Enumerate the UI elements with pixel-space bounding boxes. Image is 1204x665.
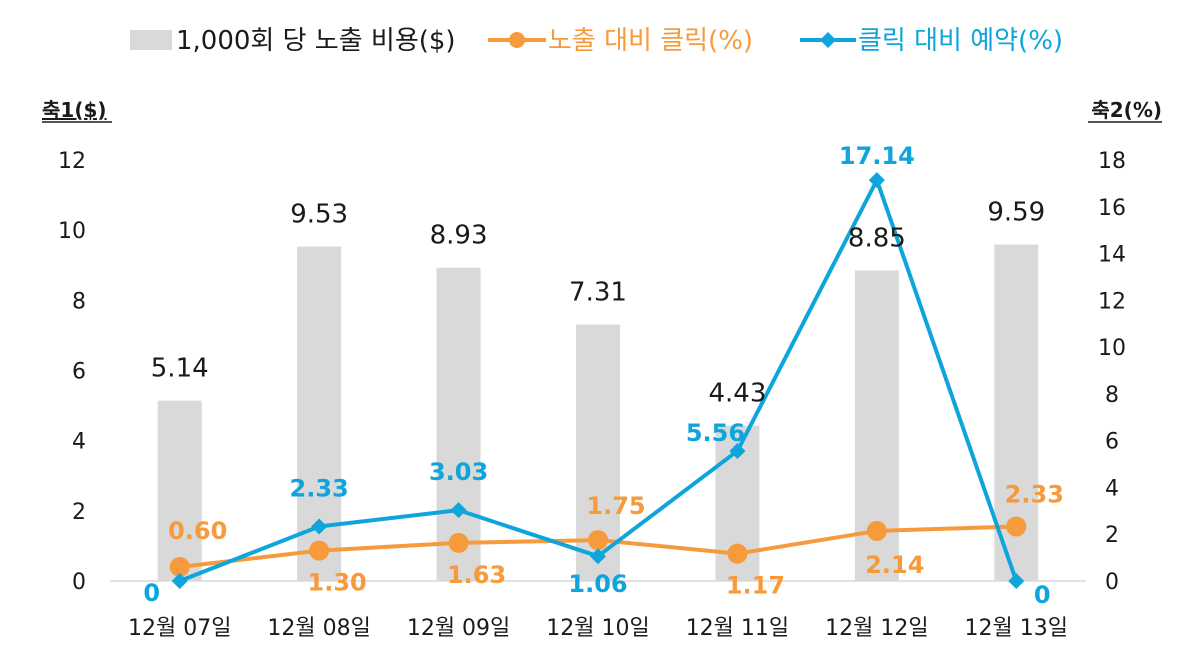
- ctr-point: [309, 540, 330, 561]
- ctr-value-label: 2.33: [1005, 481, 1064, 509]
- y2-tick-label: 6: [1105, 430, 1119, 455]
- ctr-point: [866, 520, 887, 541]
- ctr-point: [1006, 516, 1027, 537]
- ctr-value-label: 0.60: [168, 517, 227, 545]
- booking-value-label: 5.56: [686, 419, 745, 447]
- x-tick-label: 12월 12일: [825, 616, 928, 641]
- ctr-value-label: 1.75: [586, 492, 645, 520]
- data-labels: 5.14 9.53 8.93 7.31 4.43 8.85 9.59 0.60 1.30 1.63…: [143, 142, 1064, 609]
- bar-value-label: 7.31: [569, 278, 627, 308]
- booking-point: [1008, 573, 1025, 589]
- booking-point: [590, 548, 606, 565]
- bar-value-label: 8.85: [848, 224, 906, 254]
- ctr-value-label: 1.17: [726, 572, 785, 600]
- x-tick-label: 12월 11일: [686, 616, 789, 641]
- booking-point: [311, 518, 328, 535]
- y2-axis-title: 축2(%): [1091, 98, 1162, 122]
- y1-tick-label: 0: [72, 570, 86, 595]
- booking-value-label: 2.33: [290, 475, 349, 503]
- ctr-point: [727, 543, 748, 564]
- ctr-point: [588, 530, 608, 551]
- legend-swatch-cpm: [130, 30, 172, 50]
- booking-point: [450, 502, 467, 519]
- y2-tick-label: 2: [1105, 523, 1119, 548]
- y1-axis-title: 축1($): [42, 98, 107, 122]
- bar-value-label: 8.93: [430, 221, 488, 251]
- y1-tick-label: 6: [72, 360, 86, 385]
- ctr-point: [448, 532, 469, 553]
- x-tick-label: 12월 09일: [407, 616, 510, 641]
- booking-point: [171, 573, 188, 589]
- y2-tick-label: 10: [1098, 336, 1126, 361]
- y2-tick-label: 12: [1098, 289, 1126, 314]
- bar-cpm: [436, 267, 481, 581]
- x-tick-label: 12월 08일: [267, 616, 370, 641]
- bar-value-label: 5.14: [151, 354, 209, 384]
- booking-value-label: 3.03: [429, 458, 488, 486]
- booking-value-label: 17.14: [839, 142, 915, 170]
- bar-value-label: 9.53: [290, 200, 348, 230]
- legend-label-ctr: 노출 대비 클릭(%): [548, 26, 753, 56]
- booking-value-label: 0: [143, 579, 160, 607]
- bar-value-label: 4.43: [708, 379, 766, 409]
- y2-tick-label: 16: [1098, 196, 1126, 221]
- x-tick-label: 12월 13일: [965, 616, 1068, 641]
- bar-cpm: [157, 400, 202, 581]
- axes: 축1($) 축2(%) 0 2 4 6 8 10 12 0 2 4 6 8 10 12 14 16 18 12월 07…: [42, 98, 1162, 641]
- ctr-value-label: 1.63: [447, 561, 506, 589]
- legend-marker-booking: [820, 32, 836, 48]
- y1-tick-label: 10: [58, 219, 86, 244]
- y1-tick-label: 2: [72, 500, 86, 525]
- y2-tick-label: 18: [1098, 149, 1126, 174]
- y1-tick-label: 12: [58, 149, 86, 174]
- y2-tick-label: 4: [1105, 476, 1119, 501]
- y1-tick-label: 4: [72, 430, 86, 455]
- y2-tick-label: 14: [1098, 243, 1126, 268]
- booking-point: [729, 442, 746, 459]
- ctr-point: [169, 556, 190, 577]
- legend-marker-ctr: [509, 32, 525, 48]
- booking-point: [868, 172, 885, 189]
- y2-tick-label: 8: [1105, 383, 1119, 408]
- x-tick-label: 12월 07일: [128, 616, 231, 641]
- ctr-value-label: 1.30: [308, 569, 367, 597]
- ctr-value-label: 2.14: [865, 551, 924, 579]
- bar-value-label: 9.59: [987, 198, 1045, 228]
- legend-label-booking: 클릭 대비 예약(%): [858, 26, 1063, 56]
- booking-value-label: 0: [1034, 581, 1051, 609]
- y1-tick-label: 8: [72, 289, 86, 314]
- x-tick-label: 12월 10일: [546, 616, 649, 641]
- legend: 1,000회 당 노출 비용($) 노출 대비 클릭(%) 클릭 대비 예약(%): [130, 26, 1063, 56]
- y2-tick-label: 0: [1105, 570, 1119, 595]
- booking-value-label: 1.06: [568, 570, 627, 598]
- legend-label-cpm: 1,000회 당 노출 비용($): [176, 26, 456, 56]
- line-series: [169, 172, 1027, 589]
